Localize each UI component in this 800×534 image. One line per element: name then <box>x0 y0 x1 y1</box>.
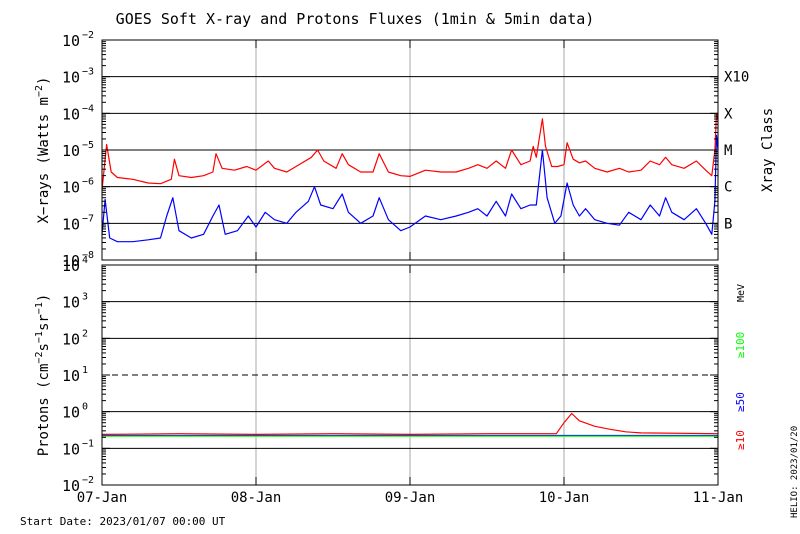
proton-legend-label: ≥10 <box>734 430 747 450</box>
y-axis-title-part: X−rays (Watts m <box>36 97 52 223</box>
y-tick-label: 10 <box>62 330 80 348</box>
y-tick-label: 10 <box>62 142 80 160</box>
xray-class-label: C <box>724 180 732 196</box>
y-tick-exponent: −3 <box>82 67 94 78</box>
panel-frame-protons <box>101 264 719 486</box>
proton-units-label: MeV <box>736 284 747 302</box>
xray-class-label: X <box>724 106 733 122</box>
y-tick-exponent: 3 <box>82 292 88 303</box>
proton-legend-label: ≥50 <box>734 392 747 412</box>
y-tick-exponent: −7 <box>82 213 94 224</box>
y-axis-title-protons: Protons (cm−2s−1sr−1) <box>34 294 52 457</box>
y-tick-exponent: −6 <box>82 177 94 188</box>
y-tick-exponent: 2 <box>82 328 88 339</box>
y-tick-label: 10 <box>62 477 80 495</box>
xray-class-axis-title: Xray Class <box>760 108 776 192</box>
y-tick-exponent: 0 <box>82 402 88 413</box>
x-tick-label: 07-Jan <box>77 490 128 506</box>
y-tick-exponent: −2 <box>82 30 94 41</box>
y-axis-title-part: s <box>36 343 52 351</box>
y-tick-label: 10 <box>62 69 80 87</box>
xray-class-label: X10 <box>724 70 749 86</box>
xray-class-label: B <box>724 216 732 232</box>
y-axis-title-part: sr <box>36 314 52 331</box>
y-tick-label: 10 <box>62 32 80 50</box>
y-tick-exponent: −8 <box>82 250 94 261</box>
y-axis-title-superscript: −1 <box>34 302 45 314</box>
credit-label: HELIO: 2023/01/20 <box>790 426 800 518</box>
y-tick-exponent: −1 <box>82 438 94 449</box>
y-tick-label: 10 <box>62 404 80 422</box>
series-line-xray_long <box>101 112 719 191</box>
x-tick-label: 08-Jan <box>231 490 282 506</box>
xray-class-label: M <box>724 143 732 159</box>
y-axis-title-superscript: −2 <box>34 85 45 97</box>
y-axis-title-part: Protons (cm <box>36 364 52 457</box>
y-tick-label: 10 <box>62 179 80 197</box>
series-line-p10 <box>101 412 719 435</box>
y-tick-label: 10 <box>62 440 80 458</box>
start-date-label: Start Date: 2023/01/07 00:00 UT <box>20 515 226 528</box>
panel-frame-xray <box>101 39 719 261</box>
y-axis-title-superscript: −1 <box>34 331 45 343</box>
y-tick-label: 10 <box>62 105 80 123</box>
y-tick-label: 10 <box>62 252 80 270</box>
x-tick-label: 11-Jan <box>693 490 744 506</box>
y-tick-label: 10 <box>62 215 80 233</box>
y-axis-title-xray: X−rays (Watts m−2) <box>34 77 52 224</box>
proton-legend-label: ≥100 <box>734 332 747 359</box>
y-axis-title-part: ) <box>36 77 52 85</box>
y-tick-exponent: 4 <box>82 255 88 266</box>
y-tick-exponent: −5 <box>82 140 94 151</box>
x-tick-label: 09-Jan <box>385 490 436 506</box>
x-tick-label: 10-Jan <box>539 490 590 506</box>
chart-title: GOES Soft X-ray and Protons Fluxes (1min… <box>116 10 595 28</box>
y-axis-title-superscript: −2 <box>34 352 45 364</box>
y-tick-exponent: −2 <box>82 475 94 486</box>
y-tick-label: 10 <box>62 294 80 312</box>
y-tick-exponent: 1 <box>82 365 88 376</box>
series-line-xray_short <box>101 134 719 243</box>
y-axis-title-part: ) <box>36 294 52 302</box>
y-tick-exponent: −4 <box>82 103 94 114</box>
y-tick-label: 10 <box>62 257 80 275</box>
y-tick-label: 10 <box>62 367 80 385</box>
